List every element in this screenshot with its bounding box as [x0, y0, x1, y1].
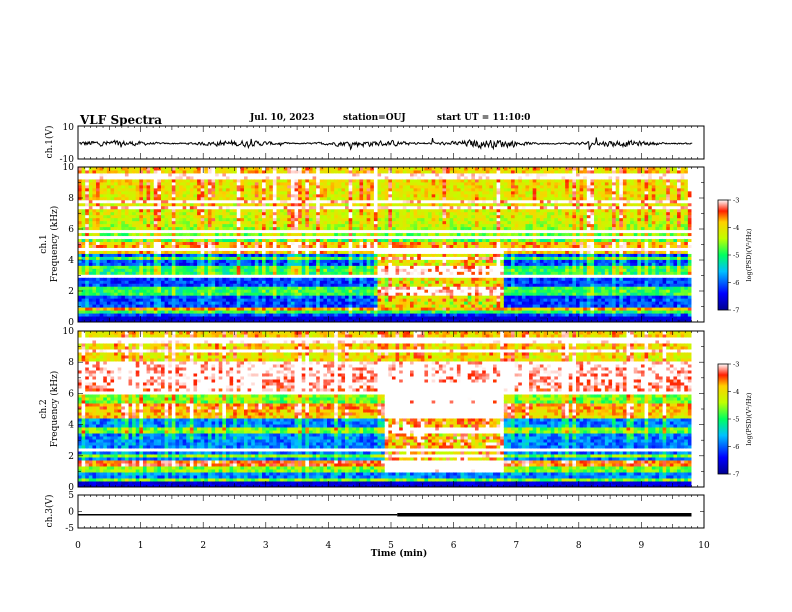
ch3-ytick-label: 0 — [68, 508, 74, 518]
ch2-spec-ytick-label: 2 — [68, 452, 74, 462]
chart-title: VLF Spectra — [80, 113, 163, 127]
colorbar-tick-label: -6 — [733, 279, 739, 287]
ch1-spectrogram-panel: 0 2 4 6 8 10 ch.1 Frequency (kHz) — [39, 163, 705, 328]
colorbar-tick-label: -7 — [733, 471, 739, 479]
x-tick-label: 5 — [388, 541, 394, 551]
ch2-spec-ytick-label: 8 — [68, 358, 74, 368]
ch2-spec-ytick-label: 6 — [68, 389, 74, 399]
colorbar-tick-label: -3 — [733, 361, 739, 369]
colorbar-tick-label: -7 — [733, 307, 739, 315]
ch1-ylabel: ch.1(V) — [44, 126, 55, 159]
ch1-waveform-line — [78, 137, 693, 151]
ch1-spec-ytick-label: 2 — [68, 287, 74, 297]
ch3-panel: 5 0 -5 ch.3(V) — [44, 491, 705, 534]
ch1-ytick-top: 10 — [63, 123, 75, 133]
ch2-spec-ytick-label: 0 — [68, 483, 74, 493]
ch1-spec-ytick-label: 10 — [63, 163, 75, 173]
x-tick-label: 9 — [639, 541, 645, 551]
colorbar-tick-label: -4 — [733, 224, 739, 232]
ch2-spec-ylabel-channel: ch.2 — [39, 399, 49, 418]
colorbar-tick-label: -4 — [733, 388, 739, 396]
x-tick-label: 2 — [200, 541, 206, 551]
ch2-spec-ytick-label: 10 — [63, 327, 75, 337]
colorbar-tick-label: -5 — [733, 416, 739, 424]
station-label: station=OUJ — [343, 113, 406, 123]
x-tick-label: 7 — [513, 541, 519, 551]
ch1-waveform-panel: 10 -10 ch.1(V) — [44, 123, 705, 165]
colorbar-tick-label: -5 — [733, 252, 739, 260]
ch3-ylabel: ch.3(V) — [44, 495, 55, 528]
x-tick-label: 8 — [576, 541, 582, 551]
ch1-spec-ylabel-frequency: Frequency (kHz) — [49, 206, 60, 283]
ch1-colorbar-label: log(PSD)(V²/Hz) — [745, 228, 753, 281]
ch3-ytick-label: -5 — [65, 524, 74, 534]
ch2-spec-ytick-label: 4 — [68, 421, 74, 431]
ch2-spec-ylabel-frequency: Frequency (kHz) — [49, 371, 60, 448]
ch1-spec-ylabel-channel: ch.1 — [39, 234, 49, 253]
ch1-spec-ytick-label: 4 — [68, 256, 74, 266]
x-tick-label: 1 — [138, 541, 144, 551]
colorbar-tick-label: -6 — [733, 443, 739, 451]
ch3-ytick-label: 5 — [68, 491, 74, 501]
start-ut-label: start UT = 11:10:0 — [437, 113, 531, 123]
x-tick-label: 3 — [263, 541, 269, 551]
x-tick-label: 10 — [698, 541, 710, 551]
x-tick-label: 6 — [451, 541, 457, 551]
ch2-colorbar-label: log(PSD)(V²/Hz) — [745, 392, 753, 445]
ch1-colorbar: -3 -4 -5 -6 -7 log(PSD)(V²/Hz) — [717, 197, 753, 315]
colorbar-tick-label: -3 — [733, 197, 739, 205]
ch2-spectrogram-image — [78, 331, 704, 488]
x-axis-label: Time (min) — [371, 548, 428, 559]
ch2-colorbar: -3 -4 -5 -6 -7 log(PSD)(V²/Hz) — [717, 361, 753, 479]
date-label: Jul. 10, 2023 — [250, 113, 315, 123]
ch1-ytick-bottom: -10 — [60, 155, 75, 165]
ch1-spec-ytick-label: 6 — [68, 225, 74, 235]
x-tick-label: 0 — [75, 541, 81, 551]
x-tick-label: 4 — [326, 541, 332, 551]
ch1-spec-ytick-label: 0 — [68, 318, 74, 328]
ch1-spec-ytick-label: 8 — [68, 194, 74, 204]
ch2-spectrogram-panel: 0 2 4 6 8 10 ch.2 Frequency (kHz) — [39, 327, 705, 493]
ch1-spectrogram-image — [78, 167, 704, 323]
